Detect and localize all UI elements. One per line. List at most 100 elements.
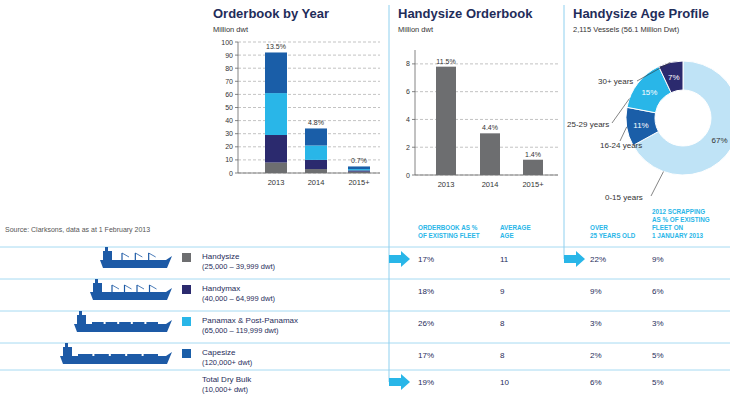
grid-line xyxy=(238,107,380,108)
tick-mark xyxy=(412,175,415,176)
table-cell: 10 xyxy=(500,378,509,387)
tick-label: 2 xyxy=(406,144,410,151)
tick-label: 4 xyxy=(406,116,410,123)
table-cell: 8 xyxy=(500,351,505,360)
bar-annotation: 11.5% xyxy=(436,58,455,65)
bar-segment xyxy=(348,172,370,173)
table-cell: 9 xyxy=(500,287,505,296)
infographic: Orderbook by YearMillion dwt010203040506… xyxy=(0,0,730,395)
category-label: 2015+ xyxy=(348,178,370,187)
tick-mark xyxy=(235,159,238,160)
bar-annotation: 4.8% xyxy=(308,119,324,126)
crane xyxy=(121,253,122,260)
tick-mark xyxy=(235,146,238,147)
tick-label: 100 xyxy=(221,39,233,46)
hull xyxy=(90,288,172,300)
row-name: Total Dry Bulk xyxy=(202,375,252,384)
ship-icon xyxy=(74,311,172,332)
table-cell: 2% xyxy=(590,351,602,360)
bar-chart: Handysize OrderbookMillion dwt0246820132… xyxy=(398,6,558,189)
column-header: AS % OF EXISTING xyxy=(652,216,710,223)
ship-icon xyxy=(60,343,172,364)
grid-line xyxy=(238,94,380,95)
table-cell: 5% xyxy=(652,378,664,387)
row-name: Panamax & Post-Panamax xyxy=(202,316,298,325)
tick-label: 60 xyxy=(225,91,233,98)
funnel xyxy=(95,279,98,283)
slice-category: 16-24 years xyxy=(600,141,642,150)
table-cell: 6% xyxy=(590,378,602,387)
crane xyxy=(111,285,112,292)
slice-label: 15% xyxy=(641,88,657,97)
crane-jib xyxy=(122,253,129,257)
row-size: (120,000+ dwt) xyxy=(202,358,253,367)
hatch xyxy=(78,354,92,356)
funnel xyxy=(65,343,68,347)
tick-label: 8 xyxy=(406,60,410,67)
connectors xyxy=(389,5,585,390)
column-header: OVER xyxy=(590,224,608,231)
row-rule xyxy=(0,279,730,280)
grid-line xyxy=(238,81,380,82)
table-cell: 11 xyxy=(500,255,509,264)
slice-label: 67% xyxy=(712,136,728,145)
tick-label: 30 xyxy=(225,130,233,137)
hatch xyxy=(94,354,108,356)
grid-line xyxy=(238,68,380,69)
arrow xyxy=(389,374,410,390)
hull xyxy=(74,320,172,332)
crane-jib xyxy=(125,285,132,289)
bar-chart: Orderbook by YearMillion dwt010203040506… xyxy=(213,6,380,187)
ship-icon xyxy=(90,279,172,300)
crane-jib xyxy=(137,285,144,289)
table-cell: 3% xyxy=(652,319,664,328)
tick-label: 0 xyxy=(229,170,233,177)
tick-mark xyxy=(412,63,415,64)
leader-line xyxy=(620,127,627,141)
bar-segment xyxy=(348,169,370,170)
chart-title: Handysize Orderbook xyxy=(398,6,533,21)
superstructure xyxy=(103,251,112,260)
tick-mark xyxy=(235,55,238,56)
bar-segment xyxy=(265,163,287,173)
superstructure xyxy=(93,283,102,292)
tick-mark xyxy=(235,107,238,108)
category-label: 2015+ xyxy=(522,180,544,189)
row-rule xyxy=(0,370,730,371)
tick-label: 0 xyxy=(406,172,410,179)
row-size: (10,000+ dwt) xyxy=(202,385,249,394)
axis-label: Million dwt xyxy=(213,25,249,34)
swatch xyxy=(182,317,191,326)
crane xyxy=(136,285,137,292)
chart-subtitle: 2,115 Vessels (56.1 Million Dwt) xyxy=(573,25,680,34)
crane-jib xyxy=(150,285,157,289)
hatch xyxy=(127,354,141,356)
category-label: 2014 xyxy=(482,180,499,189)
crane xyxy=(148,253,149,260)
bar-segment xyxy=(305,169,327,173)
category-label: 2013 xyxy=(438,180,455,189)
table-cell: 6% xyxy=(652,287,664,296)
table-cell: 19% xyxy=(418,378,434,387)
table-cell: 9% xyxy=(652,255,664,264)
bar xyxy=(523,160,543,175)
tick-mark xyxy=(235,94,238,95)
tick-label: 50 xyxy=(225,104,233,111)
category-label: 2014 xyxy=(308,178,325,187)
divider xyxy=(564,5,565,259)
slice-label: 7% xyxy=(668,73,680,82)
table-cell: 22% xyxy=(590,255,606,264)
column-header: 25 YEARS OLD xyxy=(590,232,636,239)
row-size: (25,000 – 39,999 dwt) xyxy=(202,262,275,271)
bar-segment xyxy=(305,128,327,145)
pie-slice xyxy=(626,107,658,145)
tick-label: 20 xyxy=(225,143,233,150)
bar-segment xyxy=(305,160,327,169)
bar-segment xyxy=(265,135,287,163)
tick-mark xyxy=(235,173,238,174)
superstructure xyxy=(63,347,72,356)
row-size: (40,000 – 64,999 dwt) xyxy=(202,294,275,303)
column-header: 1 JANUARY 2013 xyxy=(652,232,704,239)
marks xyxy=(265,52,370,173)
swatch xyxy=(182,253,191,262)
